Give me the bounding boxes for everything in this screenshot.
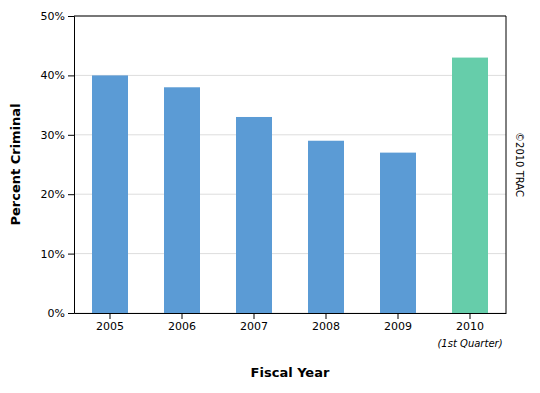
x-tick: 2005: [96, 313, 124, 333]
grid-line: [74, 134, 506, 135]
annotation: (1st Quarter): [437, 338, 502, 349]
y-tick-label: 20%: [41, 188, 65, 201]
y-tick-mark: [68, 135, 74, 136]
x-tick-mark: [110, 313, 111, 319]
x-tick: 2006: [168, 313, 196, 333]
x-tick-label: 2007: [240, 320, 268, 333]
y-tick-mark: [68, 254, 74, 255]
bar: [452, 58, 488, 313]
bar: [164, 87, 200, 313]
bar: [236, 117, 272, 313]
x-axis: 2005 2006 2007 2008 2009 2010: [75, 313, 507, 333]
x-tick-mark: [470, 313, 471, 319]
x-tick: 2008: [312, 313, 340, 333]
grid-line: [74, 75, 506, 76]
y-tick: 0%: [48, 307, 74, 320]
grid-line: [74, 16, 506, 17]
y-tick-mark: [68, 313, 74, 314]
x-tick-mark: [182, 313, 183, 319]
y-tick: 40%: [41, 69, 74, 82]
x-tick-mark: [398, 313, 399, 319]
y-tick: 20%: [41, 188, 74, 201]
y-axis-title: Percent Criminal: [8, 103, 23, 225]
plot: 0% 10% 20% 30% 40% 50% 2005 2006 2007 2008 2009 201…: [8, 10, 525, 380]
y-axis: 0% 10% 20% 30% 40% 50%: [41, 10, 75, 320]
x-tick: 2009: [384, 313, 412, 333]
x-tick-mark: [254, 313, 255, 319]
x-tick-label: 2005: [96, 320, 124, 333]
x-tick-mark: [326, 313, 327, 319]
x-tick-label: 2009: [384, 320, 412, 333]
bars: [92, 58, 488, 313]
bar: [92, 75, 128, 313]
grid: [74, 16, 506, 313]
x-axis-title: Fiscal Year: [251, 365, 330, 380]
chart-svg: 0% 10% 20% 30% 40% 50% 2005 2006 2007 2008 2009 201…: [0, 0, 540, 393]
frame-right: [506, 16, 507, 313]
bar: [380, 153, 416, 313]
y-tick-label: 40%: [41, 69, 65, 82]
y-tick: 30%: [41, 129, 74, 142]
y-tick: 50%: [41, 10, 74, 23]
x-tick: 2007: [240, 313, 268, 333]
y-axis-line: [68, 17, 75, 314]
grid-line: [74, 313, 506, 314]
y-tick-label: 0%: [48, 307, 65, 320]
y-tick-label: 30%: [41, 129, 65, 142]
x-tick-label: 2008: [312, 320, 340, 333]
grid-line: [74, 194, 506, 195]
x-tick: 2010: [456, 313, 484, 333]
bar: [308, 141, 344, 313]
y-tick-mark: [68, 194, 74, 195]
watermark: ©2010 TRAC: [514, 132, 525, 197]
y-tick-mark: [68, 16, 74, 17]
grid-line: [74, 253, 506, 254]
y-tick-mark: [68, 75, 74, 76]
chart-container: 0% 10% 20% 30% 40% 50% 2005 2006 2007 2008 2009 201…: [0, 0, 540, 393]
x-tick-label: 2010: [456, 320, 484, 333]
y-tick-label: 50%: [41, 10, 65, 23]
x-axis-line: [75, 313, 507, 314]
y-tick-label: 10%: [41, 248, 65, 261]
frame-top: [74, 16, 506, 17]
y-tick: 10%: [41, 248, 74, 261]
x-tick-label: 2006: [168, 320, 196, 333]
